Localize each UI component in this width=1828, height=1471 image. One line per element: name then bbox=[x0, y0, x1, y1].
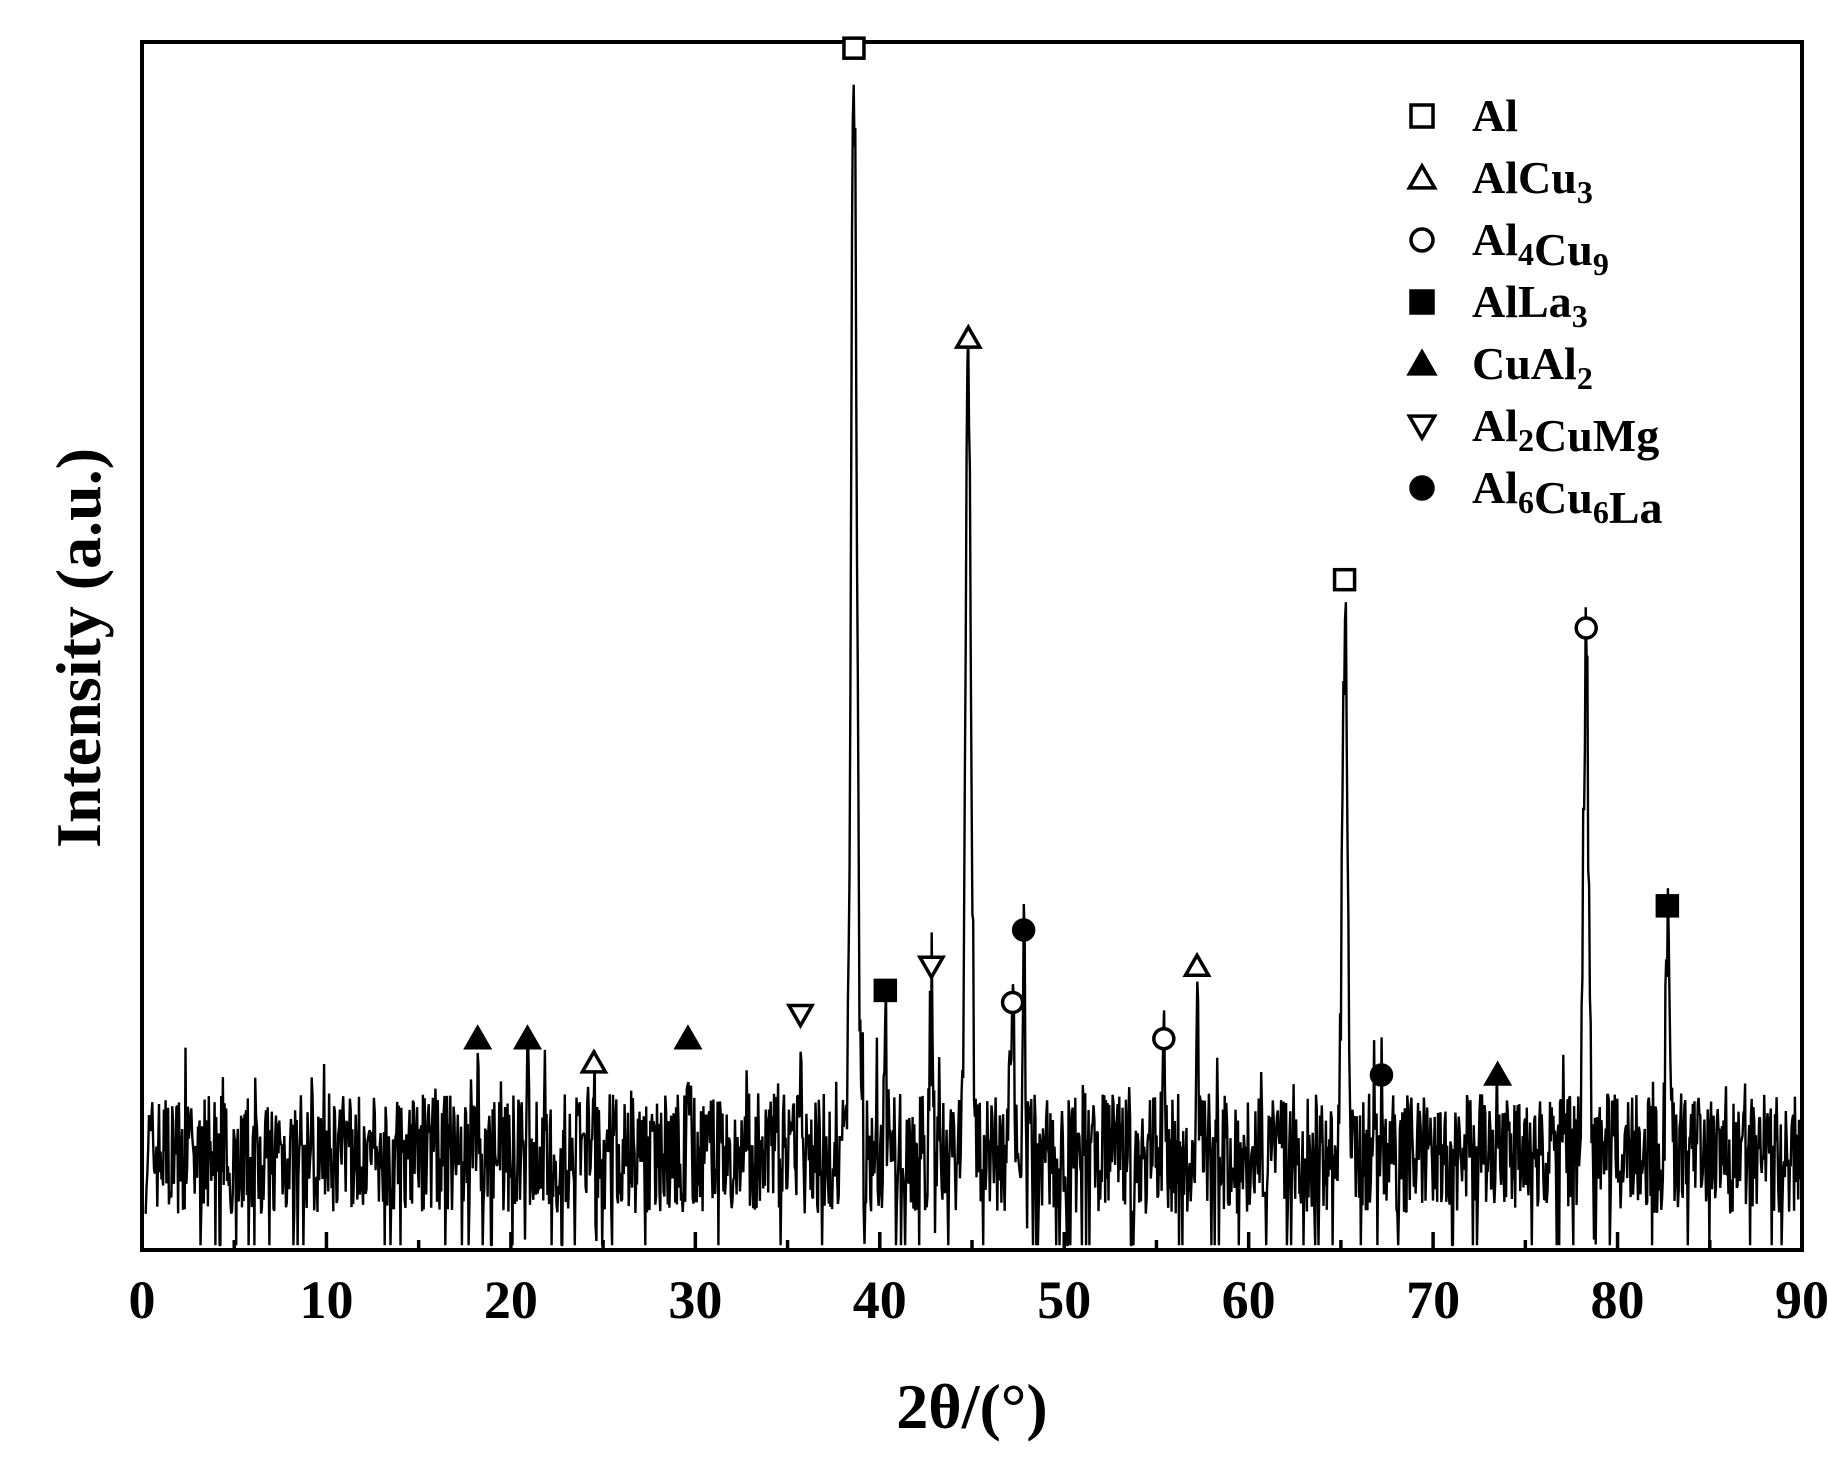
legend-item: Al2CuMg bbox=[1406, 400, 1659, 461]
peak-marker-filled-circle bbox=[1011, 918, 1036, 942]
x-tick-label: 20 bbox=[484, 1270, 538, 1330]
legend-label: Al6Cu6La bbox=[1472, 462, 1663, 533]
legend-label: CuAl2 bbox=[1472, 338, 1593, 396]
legend-item: CuAl2 bbox=[1406, 338, 1593, 396]
xrd-pattern-line bbox=[144, 84, 1802, 1247]
legend-label: AlLa3 bbox=[1472, 276, 1588, 334]
x-tick-label: 30 bbox=[668, 1270, 722, 1330]
legend-marker-open-triangle-up bbox=[1406, 162, 1438, 190]
peak-marker-open-circle bbox=[1000, 990, 1025, 1015]
legend-marker-filled-triangle-up bbox=[1406, 348, 1438, 376]
x-axis: 0 10 20 30 40 50 60 70 80 90 bbox=[129, 1232, 1828, 1330]
peak-marker-open-square bbox=[1332, 567, 1357, 592]
x-tick-label: 40 bbox=[853, 1270, 907, 1330]
x-tick-label: 70 bbox=[1406, 1270, 1460, 1330]
legend-item: Al bbox=[1409, 90, 1518, 141]
peak-marker-open-square bbox=[842, 36, 866, 60]
peak-marker-open-circle bbox=[1152, 1026, 1176, 1051]
x-tick-label: 10 bbox=[299, 1270, 353, 1330]
legend-item: Al4Cu9 bbox=[1409, 214, 1609, 282]
peak-marker-open-triangle-up bbox=[953, 323, 983, 349]
peak-marker-open-triangle-up bbox=[579, 1048, 609, 1074]
peak-marker-filled-circle bbox=[1369, 1063, 1394, 1087]
legend-marker-filled-square bbox=[1409, 289, 1435, 315]
peak-marker-open-triangle-down bbox=[785, 1003, 815, 1030]
legend-item: AlCu3 bbox=[1406, 152, 1593, 210]
x-tick-label: 60 bbox=[1222, 1270, 1276, 1330]
peak-marker-filled-triangle-up bbox=[673, 1024, 703, 1050]
legend-marker-filled-circle bbox=[1409, 475, 1435, 501]
x-tick-label: 50 bbox=[1037, 1270, 1091, 1330]
x-tick-label: 80 bbox=[1591, 1270, 1645, 1330]
legend-label: Al4Cu9 bbox=[1472, 214, 1609, 282]
legend-item: Al6Cu6La bbox=[1409, 462, 1663, 533]
peak-marker-filled-triangle-up bbox=[463, 1024, 493, 1050]
peak-marker-open-circle bbox=[1574, 616, 1598, 640]
peak-marker-layer bbox=[463, 36, 1680, 1087]
peak-marker-filled-square bbox=[873, 978, 898, 1003]
legend-label: Al bbox=[1472, 90, 1518, 141]
legend-marker-open-circle bbox=[1409, 227, 1435, 253]
legend-marker-open-square bbox=[1409, 103, 1435, 129]
x-axis-title: 2θ/(°) bbox=[896, 1371, 1047, 1442]
peak-marker-filled-triangle-up bbox=[512, 1024, 543, 1050]
x-tick-label: 90 bbox=[1775, 1270, 1828, 1330]
legend-item: AlLa3 bbox=[1409, 276, 1588, 334]
x-tick-label: 0 bbox=[129, 1270, 156, 1330]
legend-marker-open-triangle-down bbox=[1406, 414, 1438, 442]
peak-marker-filled-triangle-up bbox=[1483, 1060, 1513, 1086]
legend-label: AlCu3 bbox=[1472, 152, 1593, 210]
pattern-layer bbox=[144, 84, 1802, 1247]
peak-marker-filled-square bbox=[1655, 894, 1680, 918]
legend-label: Al2CuMg bbox=[1472, 400, 1659, 461]
peak-marker-open-triangle-up bbox=[1182, 951, 1212, 977]
y-axis-title: Intensity (a.u.) bbox=[43, 448, 114, 848]
peak-marker-open-triangle-down bbox=[916, 955, 946, 981]
